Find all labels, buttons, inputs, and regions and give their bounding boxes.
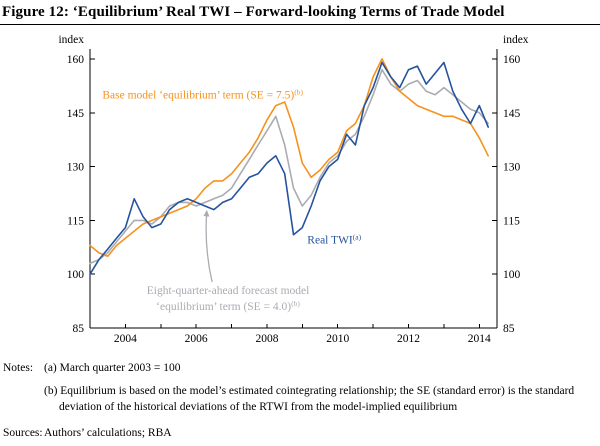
sources-text: Authors’ calculations; RBA bbox=[44, 427, 172, 440]
forecast-model-label-line1: Eight-quarter-ahead forecast model bbox=[147, 285, 310, 297]
forecast-annotation-arrow bbox=[203, 209, 213, 283]
x-tick: 2008 bbox=[255, 333, 278, 345]
x-tick: 2004 bbox=[114, 333, 137, 345]
y-tick-right: 115 bbox=[503, 215, 520, 227]
series-line-real-twi bbox=[89, 61, 490, 275]
notes-section: Notes: (a) March quarter 2003 = 100 (b) … bbox=[0, 355, 600, 442]
note-b: (b) Equilibrium is based on the model’s … bbox=[44, 384, 575, 414]
x-tick: 2010 bbox=[326, 333, 349, 345]
y-tick-right: 160 bbox=[503, 54, 521, 66]
base-model-label: Base model ‘equilibrium’ term (SE = 7.5)… bbox=[102, 87, 303, 101]
y-tick-left: 85 bbox=[73, 323, 85, 335]
figure-title: Figure 12: ‘Equilibrium’ Real TWI – Forw… bbox=[0, 0, 600, 25]
y-tick-left: 160 bbox=[67, 54, 85, 66]
right-axis-unit-label: index bbox=[503, 34, 529, 46]
notes-body: (a) March quarter 2003 = 100 (b) Equilib… bbox=[44, 360, 596, 416]
notes-label: Notes: bbox=[3, 362, 34, 374]
y-tick-left: 100 bbox=[67, 269, 85, 281]
y-tick-left: 115 bbox=[67, 215, 84, 227]
left-axis-unit-label: index bbox=[58, 34, 84, 46]
note-a: (a) March quarter 2003 = 100 bbox=[44, 362, 181, 374]
x-tick: 2006 bbox=[185, 333, 208, 345]
sources-body: Authors’ calculations; RBA bbox=[44, 425, 596, 442]
y-tick-right: 130 bbox=[503, 162, 521, 174]
y-tick-right: 145 bbox=[503, 108, 521, 120]
y-tick-left: 145 bbox=[67, 108, 85, 120]
series-line-base-model-equilibrium bbox=[89, 58, 490, 258]
forecast-model-label-line2: ‘equilibrium’ term (SE = 4.0)(b) bbox=[156, 299, 300, 313]
notes-row: Notes: (a) March quarter 2003 = 100 (b) … bbox=[3, 360, 596, 416]
tick-labels: 85 85 100 100 115 115 130 130 145 145 160 160 2004 20… bbox=[67, 54, 521, 345]
sources-row: Sources: Authors’ calculations; RBA bbox=[3, 425, 596, 442]
sources-label: Sources: bbox=[3, 427, 43, 440]
x-tick: 2014 bbox=[468, 333, 491, 345]
y-tick-right: 100 bbox=[503, 269, 521, 281]
x-tick: 2012 bbox=[397, 333, 420, 345]
series-line-eight-quarter-ahead-forecast-equilibrium bbox=[89, 68, 490, 265]
real-twi-label: Real TWI(a) bbox=[307, 233, 361, 247]
y-tick-left: 130 bbox=[67, 162, 85, 174]
y-tick-right: 85 bbox=[503, 323, 515, 335]
chart: 85 85 100 100 115 115 130 130 145 145 160 160 2004 20… bbox=[58, 34, 529, 345]
